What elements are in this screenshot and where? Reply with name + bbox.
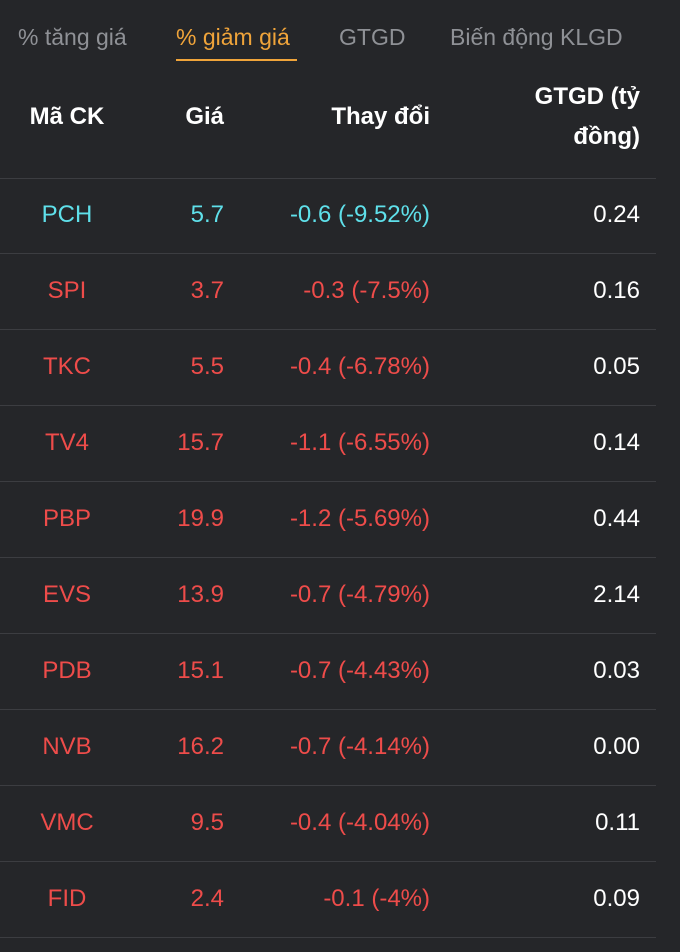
column-header-price: Giá bbox=[185, 103, 224, 130]
table-row[interactable]: FID 2.4 -0.1 (-4%) 0.09 bbox=[0, 862, 656, 938]
trading-value-cell: 0.05 bbox=[593, 353, 640, 380]
price-cell: 5.7 bbox=[190, 201, 224, 228]
symbol-cell[interactable]: EVS bbox=[42, 581, 92, 608]
symbol-cell[interactable]: PCH bbox=[41, 201, 93, 228]
symbol-cell[interactable]: TV4 bbox=[44, 429, 89, 456]
change-cell: -0.7 (-4.14%) bbox=[289, 733, 430, 760]
price-cell: 13.9 bbox=[177, 581, 224, 608]
column-header-value-line1: GTGD (tỷ bbox=[534, 83, 640, 110]
change-cell: -0.7 (-4.79%) bbox=[289, 581, 430, 608]
symbol-cell[interactable]: VMC bbox=[40, 809, 94, 836]
table-row[interactable]: VMC 9.5 -0.4 (-4.04%) 0.11 bbox=[0, 786, 656, 862]
trading-value-cell: 0.00 bbox=[593, 733, 640, 760]
price-cell: 2.4 bbox=[190, 885, 224, 912]
change-cell: -0.4 (-4.04%) bbox=[289, 809, 430, 836]
price-cell: 15.7 bbox=[177, 429, 224, 456]
table-row[interactable]: PCH 5.7 -0.6 (-9.52%) 0.24 bbox=[0, 178, 656, 254]
symbol-cell[interactable]: NVB bbox=[42, 733, 92, 760]
symbol-cell[interactable]: PBP bbox=[42, 505, 92, 532]
trading-value-cell: 0.03 bbox=[593, 657, 640, 684]
symbol-cell[interactable]: SPI bbox=[47, 277, 87, 304]
symbol-cell[interactable]: PDB bbox=[42, 657, 92, 684]
price-cell: 19.9 bbox=[177, 505, 224, 532]
column-header-value-line2: đồng) bbox=[573, 123, 640, 150]
symbol-cell[interactable]: FID bbox=[47, 885, 87, 912]
table-row[interactable]: PBP 19.9 -1.2 (-5.69%) 0.44 bbox=[0, 482, 656, 558]
price-cell: 9.5 bbox=[190, 809, 224, 836]
trading-value-cell: 0.24 bbox=[593, 201, 640, 228]
trading-value-cell: 0.44 bbox=[593, 505, 640, 532]
table-row[interactable]: PDB 15.1 -0.7 (-4.43%) 0.03 bbox=[0, 634, 656, 710]
change-cell: -1.2 (-5.69%) bbox=[289, 505, 430, 532]
tab-top-gainers[interactable]: % tăng giá bbox=[18, 24, 127, 50]
column-header-change: Thay đổi bbox=[331, 103, 430, 130]
column-header-symbol: Mã CK bbox=[29, 103, 105, 130]
table-row[interactable]: TV4 15.7 -1.1 (-6.55%) 0.14 bbox=[0, 406, 656, 482]
tab-bar: % tăng giá % giảm giá GTGD Biến động KLG… bbox=[0, 0, 680, 70]
price-cell: 15.1 bbox=[177, 657, 224, 684]
tab-top-losers[interactable]: % giảm giá bbox=[176, 24, 290, 50]
change-cell: -0.4 (-6.78%) bbox=[289, 353, 430, 380]
trading-value-cell: 0.11 bbox=[595, 809, 640, 836]
change-cell: -0.7 (-4.43%) bbox=[289, 657, 430, 684]
price-cell: 16.2 bbox=[177, 733, 224, 760]
trading-value-cell: 0.09 bbox=[593, 885, 640, 912]
change-cell: -0.6 (-9.52%) bbox=[289, 201, 430, 228]
table-body: PCH 5.7 -0.6 (-9.52%) 0.24 SPI 3.7 -0.3 (-7.5%… bbox=[0, 178, 656, 938]
table-header: Mã CK Giá Thay đổi GTGD (tỷ đồng) bbox=[0, 70, 656, 179]
symbol-cell[interactable]: TKC bbox=[43, 353, 91, 380]
change-cell: -0.1 (-4%) bbox=[323, 885, 430, 912]
change-cell: -1.1 (-6.55%) bbox=[289, 429, 430, 456]
table-row[interactable]: NVB 16.2 -0.7 (-4.14%) 0.00 bbox=[0, 710, 656, 786]
active-tab-indicator bbox=[176, 59, 297, 61]
table-row[interactable]: SPI 3.7 -0.3 (-7.5%) 0.16 bbox=[0, 254, 656, 330]
tab-trading-value[interactable]: GTGD bbox=[339, 24, 406, 50]
trading-value-cell: 2.14 bbox=[593, 581, 640, 608]
trading-value-cell: 0.16 bbox=[593, 277, 640, 304]
trading-value-cell: 0.14 bbox=[593, 429, 640, 456]
change-cell: -0.3 (-7.5%) bbox=[303, 277, 430, 304]
tab-volume-change[interactable]: Biến động KLGD bbox=[450, 24, 623, 50]
price-cell: 3.7 bbox=[190, 277, 224, 304]
price-cell: 5.5 bbox=[190, 353, 224, 380]
table-row[interactable]: EVS 13.9 -0.7 (-4.79%) 2.14 bbox=[0, 558, 656, 634]
column-header-value: GTGD (tỷ đồng) bbox=[535, 77, 640, 157]
table-row[interactable]: TKC 5.5 -0.4 (-6.78%) 0.05 bbox=[0, 330, 656, 406]
